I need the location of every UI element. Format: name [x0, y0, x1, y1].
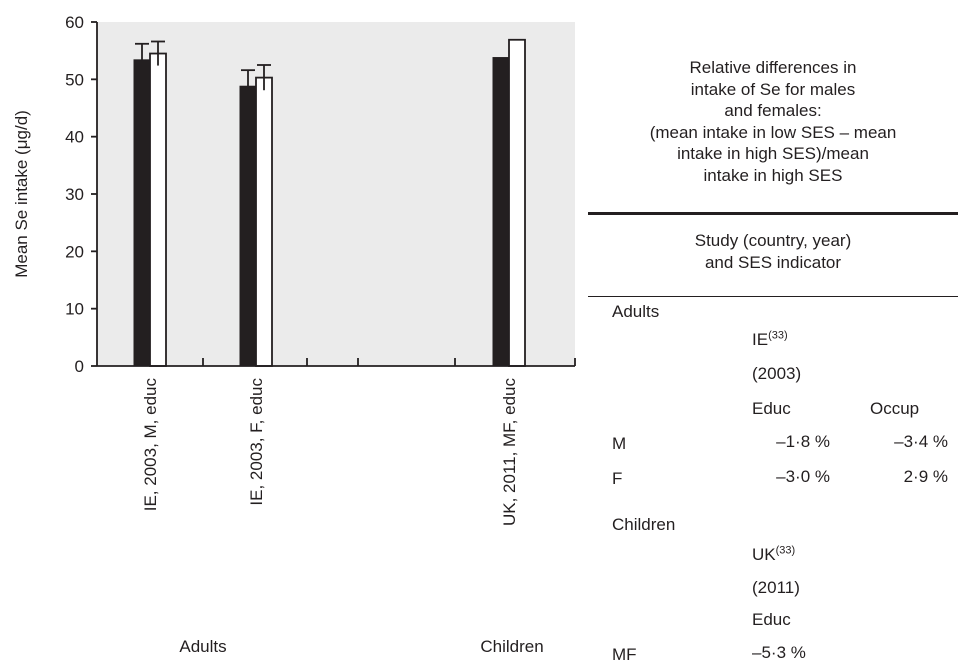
y-axis-label: Mean Se intake (μg/d): [12, 110, 31, 278]
row-label-m: M: [612, 434, 627, 453]
bar-high-ses: [149, 52, 167, 367]
col-header-educ: Educ: [752, 399, 791, 418]
y-tick-label: 40: [65, 128, 84, 147]
table-top-rule: [588, 212, 958, 215]
value-f-occup: 2·9 %: [903, 467, 948, 486]
table-header-line: (mean intake in low SES – mean: [649, 123, 897, 142]
value-m-occup: –3·4 %: [894, 432, 948, 451]
y-tick-label: 60: [65, 13, 84, 32]
x-tick-label: IE, 2003, M, educ: [141, 378, 160, 512]
y-tick-label: 10: [65, 300, 84, 319]
y-tick-label: 30: [65, 185, 84, 204]
value-m-educ: –1·8 %: [776, 432, 830, 451]
table-mid-rule: [588, 296, 958, 297]
study-ie: IE(33): [752, 329, 788, 349]
study-ie-year: (2003): [752, 364, 802, 383]
study-uk-year: (2011): [752, 578, 800, 597]
relative-differences-table: Relative differences in intake of Se for…: [588, 0, 958, 665]
study-header-line: Study (country, year): [694, 231, 852, 250]
value-f-educ: –3·0 %: [776, 467, 830, 486]
value-mf-educ: –5·3 %: [752, 643, 806, 662]
bar-high-ses: [508, 38, 526, 367]
section-children: Children: [612, 515, 676, 534]
col-header-occup: Occup: [870, 399, 920, 418]
section-adults: Adults: [612, 302, 660, 321]
study-header-line: and SES indicator: [704, 253, 842, 272]
bar-low-ses: [239, 85, 257, 367]
y-tick-label: 20: [65, 242, 84, 261]
y-tick-label: 50: [65, 70, 84, 89]
row-label-mf: MF: [612, 645, 637, 664]
row-label-f: F: [612, 469, 623, 488]
group-label-adults: Adults: [179, 637, 226, 656]
table-header-line: intake in high SES: [703, 166, 843, 185]
y-tick-label: 0: [75, 357, 84, 376]
bar-low-ses: [492, 57, 510, 367]
x-tick-label: UK, 2011, MF, educ: [500, 378, 519, 527]
bar-chart: 0 10 20 30 40 50 60 Mean Se intake (μg/d) IE, …: [12, 13, 576, 656]
col-header-educ-children: Educ: [752, 610, 791, 629]
table-header-line: Relative differences in: [689, 58, 857, 77]
table-header-line: intake in high SES)/mean: [677, 144, 869, 163]
x-tick-label: IE, 2003, F, educ: [247, 378, 266, 506]
study-uk: UK(33): [752, 544, 796, 564]
bar-high-ses: [255, 76, 273, 367]
table-header-line: and females:: [724, 101, 822, 120]
bar-low-ses: [133, 59, 151, 367]
group-label-children: Children: [480, 637, 543, 656]
table-header-line: intake of Se for males: [690, 80, 856, 99]
